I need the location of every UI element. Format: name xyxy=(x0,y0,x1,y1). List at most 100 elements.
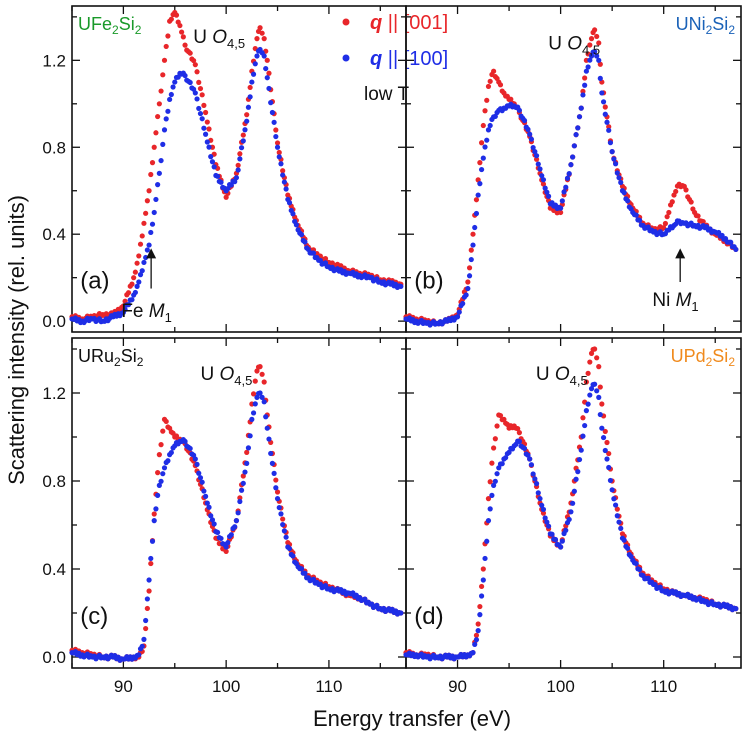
data-point xyxy=(484,137,490,143)
data-point xyxy=(271,470,277,476)
data-point xyxy=(280,172,286,178)
panel-d: 90 100 110 UPd2Si2 (d) U O4,5 xyxy=(403,337,742,696)
data-point xyxy=(473,637,480,643)
data-point xyxy=(499,461,505,467)
data-point xyxy=(485,127,492,133)
data-point xyxy=(587,57,593,63)
data-point xyxy=(194,69,200,75)
data-point xyxy=(473,210,480,217)
data-point xyxy=(527,131,533,137)
data-point xyxy=(204,139,210,145)
data-point xyxy=(475,628,481,634)
data-point xyxy=(201,102,207,108)
y-tick-label: 0.0 xyxy=(42,648,66,667)
data-point xyxy=(163,418,169,425)
data-point xyxy=(274,140,281,146)
data-point xyxy=(247,433,253,439)
data-point xyxy=(633,560,639,567)
data-point xyxy=(477,612,483,618)
data-point xyxy=(473,197,480,203)
data-point xyxy=(637,566,643,573)
data-point xyxy=(487,78,493,84)
data-point xyxy=(276,149,282,156)
data-point xyxy=(545,193,552,199)
data-point xyxy=(669,225,675,231)
peak-label-d: U O4,5 xyxy=(536,364,588,388)
data-point xyxy=(146,188,152,194)
data-point xyxy=(559,198,565,204)
data-point xyxy=(259,394,265,400)
data-point xyxy=(247,94,253,100)
data-point xyxy=(492,478,498,484)
data-point xyxy=(521,117,528,124)
panel-label-c: (c) xyxy=(80,603,108,630)
data-point xyxy=(594,388,600,394)
data-point xyxy=(585,401,591,407)
data-point xyxy=(528,462,535,468)
data-point xyxy=(192,62,198,68)
data-point xyxy=(487,122,493,129)
data-point xyxy=(489,492,495,498)
data-point xyxy=(596,364,602,370)
data-point xyxy=(263,414,269,420)
data-point xyxy=(587,359,593,365)
data-point xyxy=(530,471,536,477)
data-point xyxy=(545,523,552,529)
data-point xyxy=(271,119,277,125)
data-point xyxy=(542,515,548,521)
data-point xyxy=(616,175,622,181)
data-point xyxy=(274,144,281,150)
data-point xyxy=(559,538,565,544)
data-point xyxy=(580,415,586,421)
data-point xyxy=(568,162,574,168)
edge-label-a: Fe M1 xyxy=(121,301,172,325)
data-point xyxy=(533,481,540,487)
data-point xyxy=(194,96,200,102)
data-point xyxy=(607,140,614,146)
data-point xyxy=(638,572,644,578)
data-point xyxy=(491,445,497,451)
data-point xyxy=(298,232,305,238)
data-point xyxy=(583,408,589,414)
series-001-b xyxy=(403,27,739,327)
data-point xyxy=(228,532,234,538)
data-point xyxy=(489,460,495,466)
data-point xyxy=(552,536,559,543)
data-point xyxy=(163,116,169,122)
data-point xyxy=(261,379,267,385)
data-point xyxy=(485,83,492,90)
data-point xyxy=(196,105,202,112)
data-point xyxy=(283,186,289,192)
data-point xyxy=(266,70,272,76)
data-point xyxy=(134,652,140,659)
data-point xyxy=(196,79,202,85)
panel-frame-b xyxy=(405,5,742,333)
legend-rest-100: || [100] xyxy=(382,48,448,70)
data-point xyxy=(125,302,132,308)
data-point xyxy=(144,198,150,204)
edge-arrow-head-a xyxy=(146,248,157,259)
data-point xyxy=(485,496,492,502)
data-point xyxy=(606,464,612,471)
data-point xyxy=(269,109,275,116)
data-point xyxy=(165,33,171,39)
panel-c: 90 100 110 0.0 0.4 0.8 1.2 URu2Si2 (c) U O4,5 xyxy=(42,337,407,696)
data-point xyxy=(143,254,149,261)
data-point xyxy=(211,521,217,527)
data-point xyxy=(278,511,284,517)
data-point xyxy=(504,451,510,457)
data-point xyxy=(621,190,627,196)
data-point xyxy=(240,132,246,138)
data-point xyxy=(731,605,737,611)
data-point xyxy=(182,42,188,48)
data-point xyxy=(669,199,675,205)
data-point xyxy=(208,154,214,160)
legend-entry-001: q || [001] xyxy=(342,12,448,34)
data-point xyxy=(132,269,138,275)
data-point xyxy=(161,465,168,471)
data-point xyxy=(263,65,269,72)
data-point xyxy=(509,446,516,452)
data-point xyxy=(612,161,619,167)
data-point xyxy=(273,477,279,483)
data-point xyxy=(156,170,162,176)
